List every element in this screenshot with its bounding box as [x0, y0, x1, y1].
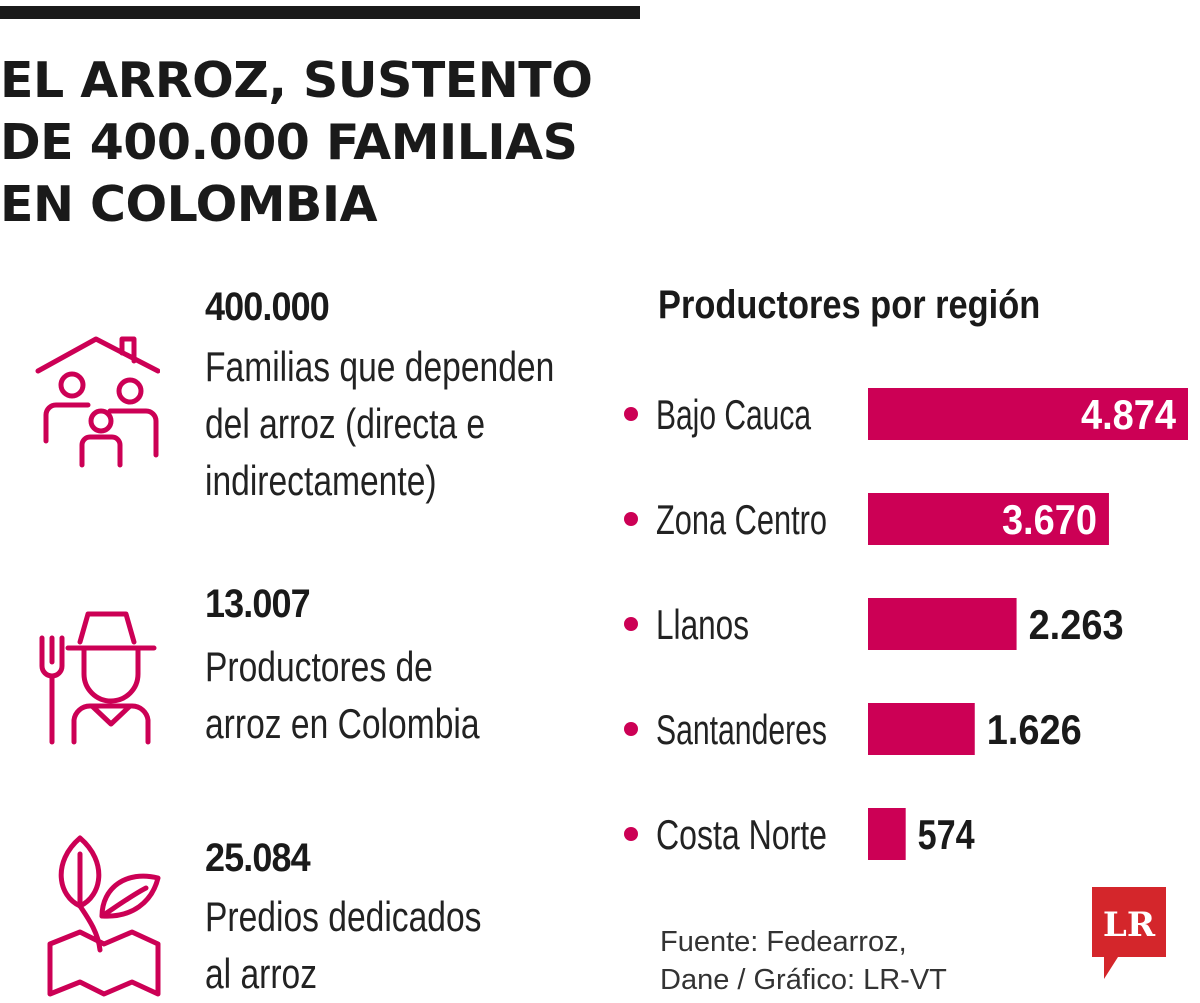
- stat-value: 25.084: [205, 836, 311, 880]
- stat-desc-line: Familias que dependen: [205, 343, 555, 390]
- bullet-dot: [624, 827, 638, 841]
- bullet-dot: [624, 407, 638, 421]
- category-label: Llanos: [656, 601, 749, 648]
- source-note: Fuente: Fedearroz, Dane / Gráfico: LR-VT: [660, 923, 947, 999]
- category-label: Costa Norte: [656, 811, 827, 858]
- lr-logo: LR: [1092, 887, 1166, 979]
- stat-desc-line: arroz en Colombia: [205, 700, 480, 747]
- stat-description: Familias que dependen del arroz (directa…: [205, 338, 554, 509]
- headline: EL ARROZ, SUSTENTO DE 400.000 FAMILIAS E…: [0, 50, 593, 236]
- headline-line-2: DE 400.000 FAMILIAS: [0, 114, 578, 171]
- bullet-dot: [624, 722, 638, 736]
- bar: [868, 388, 1188, 440]
- logo-badge: [1092, 887, 1166, 979]
- headline-line-3: EN COLOMBIA: [0, 176, 378, 233]
- bullet-dot: [624, 617, 638, 631]
- bar: [868, 598, 1017, 650]
- bar: [868, 703, 975, 755]
- value-label: 3.670: [1002, 496, 1097, 543]
- bar-chart: Bajo Cauca 4.874 Zona Centro 3.670 Llanos 2.2…: [624, 388, 1188, 860]
- bar: [868, 808, 906, 860]
- farmer-icon: [39, 611, 157, 745]
- source-line: Fuente: Fedearroz,: [660, 926, 907, 958]
- logo-text: LR: [1103, 905, 1156, 945]
- bullet-dot: [624, 512, 638, 526]
- value-label: 574: [918, 811, 976, 858]
- bar: [868, 493, 1109, 545]
- value-label: 2.263: [1029, 601, 1124, 648]
- stat-desc-line: al arroz: [205, 950, 318, 997]
- value-label: 4.874: [1081, 391, 1177, 438]
- category-label: Zona Centro: [656, 496, 827, 543]
- stat-desc-line: Predios dedicados: [205, 893, 482, 940]
- stat-desc-line: del arroz (directa e: [205, 400, 486, 447]
- value-label: 1.626: [987, 706, 1082, 753]
- chart-title: Productores por región: [658, 283, 1041, 327]
- stat-value: 400.000: [205, 285, 330, 329]
- stat-desc-line: Productores de: [205, 643, 433, 690]
- stat-desc-line: indirectamente): [205, 457, 437, 504]
- headline-line-1: EL ARROZ, SUSTENTO: [0, 52, 593, 109]
- sprout-map-icon: [47, 835, 161, 997]
- source-line: Dane / Gráfico: LR-VT: [660, 964, 947, 996]
- stat-value: 13.007: [205, 582, 311, 626]
- stat-description: Productores de arroz en Colombia: [205, 638, 480, 752]
- category-label: Bajo Cauca: [656, 391, 811, 438]
- top-rule: [0, 6, 640, 19]
- house-family-icon: [35, 336, 160, 468]
- category-label: Santanderes: [656, 706, 827, 753]
- stat-description: Predios dedicados al arroz: [205, 888, 481, 1002]
